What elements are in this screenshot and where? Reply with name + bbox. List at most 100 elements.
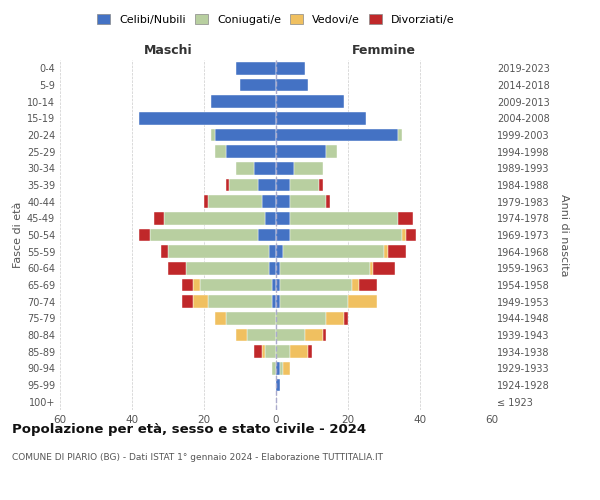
Text: Maschi: Maschi (143, 44, 193, 57)
Bar (290, 346, 308, 358)
Bar (258, 229, 276, 241)
Bar (276, 296, 280, 308)
Bar (290, 179, 319, 192)
Bar (319, 179, 323, 192)
Bar (236, 62, 276, 74)
Bar (276, 312, 326, 324)
Bar (326, 196, 330, 208)
Bar (280, 262, 370, 274)
Bar (265, 212, 276, 224)
Legend: Celibi/Nubili, Coniugati/e, Vedovi/e, Divorziati/e: Celibi/Nubili, Coniugati/e, Vedovi/e, Di… (94, 10, 458, 28)
Bar (276, 246, 283, 258)
Y-axis label: Anni di nascita: Anni di nascita (559, 194, 569, 276)
Bar (406, 229, 416, 241)
Bar (359, 279, 377, 291)
Bar (258, 179, 276, 192)
Text: COMUNE DI PIARIO (BG) - Dati ISTAT 1° gennaio 2024 - Elaborazione TUTTITALIA.IT: COMUNE DI PIARIO (BG) - Dati ISTAT 1° ge… (12, 452, 383, 462)
Bar (240, 79, 276, 92)
Bar (269, 246, 276, 258)
Bar (280, 279, 352, 291)
Bar (276, 96, 344, 108)
Bar (283, 362, 290, 374)
Bar (193, 279, 200, 291)
Bar (262, 196, 276, 208)
Bar (211, 96, 276, 108)
Y-axis label: Fasce di età: Fasce di età (13, 202, 23, 268)
Bar (161, 246, 168, 258)
Bar (182, 296, 193, 308)
Bar (272, 279, 276, 291)
Bar (323, 329, 326, 341)
Bar (150, 229, 258, 241)
Bar (276, 79, 308, 92)
Bar (290, 196, 326, 208)
Bar (164, 212, 265, 224)
Bar (276, 379, 280, 391)
Bar (384, 246, 388, 258)
Bar (276, 196, 290, 208)
Bar (373, 262, 395, 274)
Bar (168, 262, 186, 274)
Bar (254, 346, 262, 358)
Bar (388, 246, 406, 258)
Bar (211, 129, 215, 141)
Bar (352, 279, 359, 291)
Bar (236, 162, 254, 174)
Bar (276, 179, 290, 192)
Bar (193, 296, 208, 308)
Bar (208, 196, 262, 208)
Bar (276, 112, 366, 124)
Bar (229, 179, 258, 192)
Bar (276, 329, 305, 341)
Bar (269, 262, 276, 274)
Bar (276, 229, 290, 241)
Bar (276, 212, 290, 224)
Bar (262, 346, 265, 358)
Bar (326, 146, 337, 158)
Bar (247, 329, 276, 341)
Bar (276, 162, 294, 174)
Bar (290, 212, 398, 224)
Bar (308, 346, 312, 358)
Bar (276, 146, 326, 158)
Bar (200, 279, 272, 291)
Bar (276, 262, 280, 274)
Bar (398, 212, 413, 224)
Bar (182, 279, 193, 291)
Bar (280, 362, 283, 374)
Bar (168, 246, 269, 258)
Bar (226, 312, 276, 324)
Bar (344, 312, 348, 324)
Bar (348, 296, 377, 308)
Bar (215, 129, 276, 141)
Bar (276, 62, 305, 74)
Bar (208, 296, 272, 308)
Bar (139, 229, 150, 241)
Bar (272, 362, 276, 374)
Bar (326, 312, 344, 324)
Bar (226, 146, 276, 158)
Bar (276, 279, 280, 291)
Text: Popolazione per età, sesso e stato civile - 2024: Popolazione per età, sesso e stato civil… (12, 422, 366, 436)
Text: Femmine: Femmine (352, 44, 416, 57)
Bar (402, 229, 406, 241)
Bar (154, 212, 164, 224)
Bar (280, 296, 348, 308)
Bar (265, 346, 276, 358)
Bar (276, 362, 280, 374)
Bar (294, 162, 323, 174)
Bar (215, 312, 226, 324)
Bar (290, 229, 402, 241)
Bar (370, 262, 373, 274)
Bar (398, 129, 402, 141)
Bar (283, 246, 384, 258)
Bar (276, 129, 398, 141)
Bar (272, 296, 276, 308)
Bar (305, 329, 323, 341)
Bar (186, 262, 269, 274)
Bar (236, 329, 247, 341)
Bar (139, 112, 276, 124)
Bar (226, 179, 229, 192)
Bar (215, 146, 226, 158)
Bar (276, 346, 290, 358)
